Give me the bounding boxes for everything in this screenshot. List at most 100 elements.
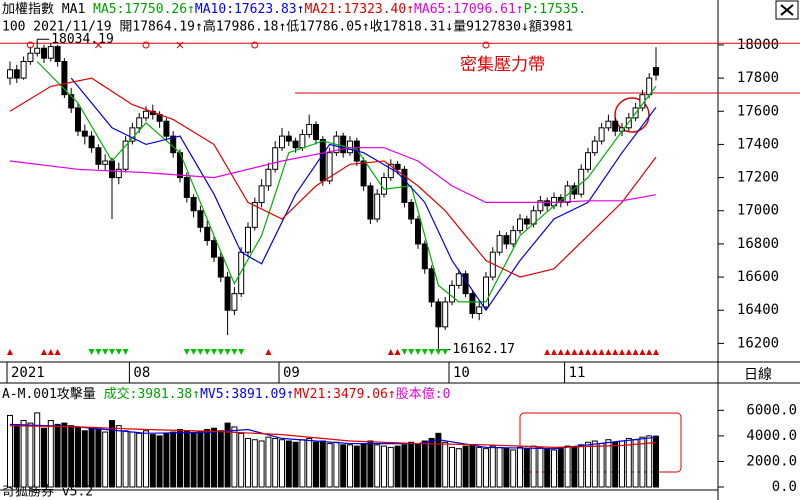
candle-body xyxy=(442,301,449,328)
buy-signal xyxy=(653,349,659,355)
top-signal xyxy=(251,41,259,49)
volume-bar xyxy=(571,446,578,488)
candle-body xyxy=(13,69,20,79)
buy-signal xyxy=(612,349,619,355)
candle-body xyxy=(95,147,102,165)
volume-bar xyxy=(394,445,401,488)
sell-signal xyxy=(435,349,442,355)
volume-bar xyxy=(13,425,20,488)
volume-bar xyxy=(564,445,571,488)
candle-body xyxy=(598,127,605,142)
highlight-circle xyxy=(614,97,650,133)
buy-signal xyxy=(551,349,557,355)
candle-body xyxy=(313,124,319,140)
buy-signal xyxy=(564,349,571,355)
candle-body xyxy=(612,120,619,132)
volume-bar xyxy=(415,443,421,488)
candle-body xyxy=(136,117,143,129)
buy-signal xyxy=(265,349,272,355)
volume-bar xyxy=(231,426,238,488)
buy-signal xyxy=(639,349,646,355)
volume-bar xyxy=(591,440,598,488)
candle-body xyxy=(340,135,347,154)
candle-body xyxy=(571,185,578,195)
sell-signal xyxy=(401,349,408,355)
x-tick-label: 08 xyxy=(133,365,150,381)
candle-body xyxy=(367,185,374,220)
volume-bar xyxy=(251,439,258,488)
volume-bar xyxy=(605,439,612,488)
close-icon[interactable] xyxy=(780,4,794,16)
sell-signal xyxy=(428,349,435,355)
buy-signal xyxy=(625,349,632,355)
volume-bar xyxy=(530,445,537,488)
volume-bar xyxy=(598,443,605,488)
volume-bar xyxy=(197,431,204,488)
sell-signal xyxy=(231,349,238,355)
candle-body xyxy=(421,243,428,270)
volume-bar xyxy=(20,420,27,488)
header-item: 成交:3981.38↑ xyxy=(104,386,200,402)
close-button[interactable] xyxy=(775,0,799,20)
volume-bar xyxy=(47,420,54,488)
annotation: 16162.17 xyxy=(452,342,515,357)
volume-bar xyxy=(129,431,136,488)
candle-body xyxy=(34,47,41,54)
volume-bar xyxy=(183,430,190,488)
volume-bar xyxy=(95,429,102,488)
candle-body xyxy=(360,160,367,187)
candle-body xyxy=(163,120,170,137)
volume-bar xyxy=(143,430,149,488)
sell-signal xyxy=(102,349,109,355)
volume-bar xyxy=(122,430,129,488)
header-item: MA65:17096.61↑ xyxy=(414,2,524,17)
candle-body xyxy=(585,152,591,170)
candle-body xyxy=(408,201,415,220)
candle-body xyxy=(510,230,517,245)
volume-bar xyxy=(489,445,496,488)
y-tick-label: 18000 xyxy=(737,37,779,53)
volume-bar xyxy=(483,448,489,488)
candle-body xyxy=(469,293,476,315)
sell-signal xyxy=(442,349,449,355)
sell-signal xyxy=(224,349,231,355)
volume-bar xyxy=(353,445,360,488)
volume-bar xyxy=(537,446,544,488)
top-signal xyxy=(176,41,184,49)
volume-bar xyxy=(632,439,639,488)
sell-signal xyxy=(88,349,95,355)
candle-body xyxy=(143,110,149,119)
volume-bar xyxy=(285,440,292,488)
sell-signal xyxy=(408,349,415,355)
annotation: 密集壓力帶 xyxy=(460,55,545,75)
sell-signal xyxy=(122,349,129,355)
top-signal xyxy=(26,41,34,49)
sell-signal xyxy=(197,349,204,355)
candle-body xyxy=(190,196,197,212)
volume-bar xyxy=(510,449,517,488)
candle-body xyxy=(428,268,435,303)
volume-bar xyxy=(455,448,462,488)
volume-bar xyxy=(319,440,326,488)
x-tick-label: 10 xyxy=(453,365,470,381)
candle-body xyxy=(183,177,190,198)
volume-bar xyxy=(224,422,231,488)
buy-signal xyxy=(605,349,612,355)
top-signal xyxy=(482,41,490,49)
volume-bar xyxy=(557,448,564,488)
volume-bar xyxy=(7,414,13,488)
volume-bar xyxy=(374,444,381,488)
top-signal xyxy=(95,41,102,49)
candle-body xyxy=(245,226,251,253)
volume-bar xyxy=(496,446,503,488)
candle-body xyxy=(387,163,394,179)
sell-signal xyxy=(183,349,190,355)
sell-signal xyxy=(238,349,245,355)
buy-signal xyxy=(598,349,605,355)
candle-body xyxy=(75,107,81,132)
volume-bar xyxy=(190,432,197,488)
ma-line xyxy=(9,425,657,449)
header-item: P:17535. xyxy=(524,2,587,17)
candle-body xyxy=(455,273,462,286)
candle-body xyxy=(306,124,313,135)
